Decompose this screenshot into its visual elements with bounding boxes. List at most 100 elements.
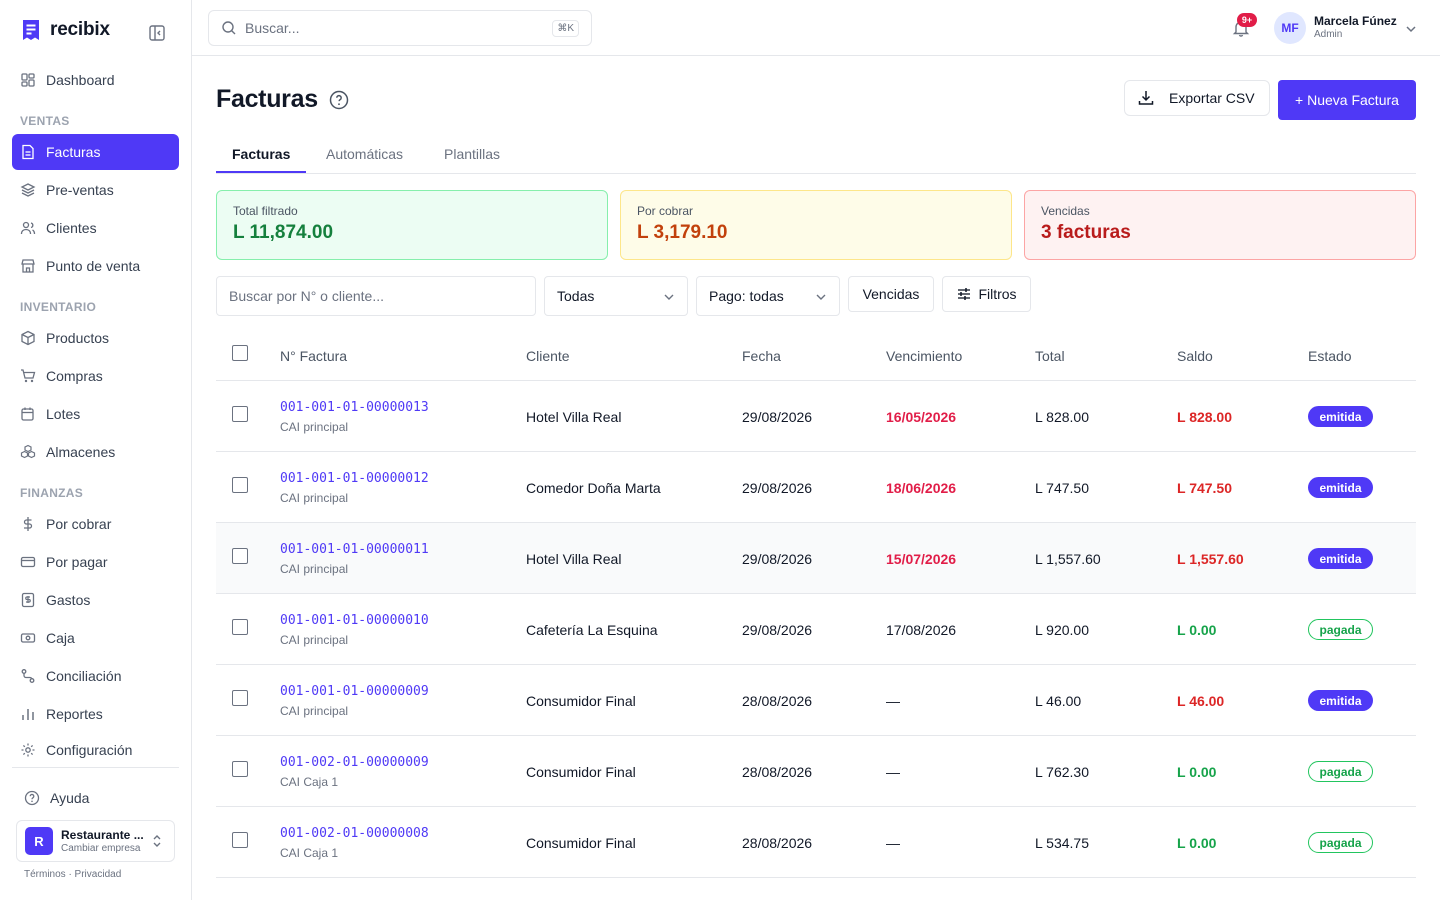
user-name[interactable]: Marcela Fúnez <box>1314 14 1397 28</box>
type-select[interactable]: Todas <box>544 276 688 316</box>
row-checkbox[interactable] <box>232 477 248 493</box>
sidebar-item-clientes[interactable]: Clientes <box>12 210 179 246</box>
stat-value: 3 facturas <box>1041 222 1131 243</box>
table-row[interactable]: 001-001-01-00000011 CAI principal Hotel … <box>216 523 1416 594</box>
sidebar-item-configuracion[interactable]: Configuración <box>12 732 179 768</box>
sidebar-item-label: Reportes <box>46 706 103 722</box>
column-header-status[interactable]: Estado <box>1308 348 1352 364</box>
active-tab-indicator <box>216 171 306 173</box>
invoice-total: L 46.00 <box>1035 693 1082 709</box>
sidebar-item-conciliacion[interactable]: Conciliación <box>12 658 179 694</box>
due-date: 18/06/2026 <box>886 480 957 496</box>
export-csv-button[interactable]: Exportar CSV <box>1124 80 1270 116</box>
sidebar-item-label: Punto de venta <box>46 258 141 274</box>
due-date: — <box>886 764 900 780</box>
more-filters-button[interactable]: Filtros <box>942 276 1031 312</box>
invoice-total: L 828.00 <box>1035 409 1089 425</box>
store-icon <box>21 259 35 273</box>
download-icon <box>1138 91 1154 105</box>
sidebar-item-label: Clientes <box>46 220 97 236</box>
stat-card-total: Total filtrado L 11,874.00 <box>216 190 608 260</box>
status-badge: emitida <box>1308 406 1373 427</box>
receipt-dollar-icon <box>21 592 35 608</box>
route-icon <box>21 669 35 683</box>
avatar[interactable]: MF <box>1274 12 1306 44</box>
help-icon[interactable] <box>329 90 349 110</box>
invoice-number-link[interactable]: 001-002-01-00000008 <box>280 826 429 841</box>
overdue-filter-button[interactable]: Vencidas <box>848 276 934 312</box>
sidebar-item-ayuda[interactable]: Ayuda <box>16 780 183 816</box>
invoice-number-link[interactable]: 001-002-01-00000009 <box>280 755 429 770</box>
column-header-total[interactable]: Total <box>1035 348 1065 364</box>
shortcut-hint: ⌘K <box>552 20 579 37</box>
sidebar-item-por-cobrar[interactable]: Por cobrar <box>12 506 179 542</box>
company-avatar: R <box>25 827 53 855</box>
tab-facturas[interactable]: Facturas <box>232 146 291 162</box>
client-name: Consumidor Final <box>526 693 636 709</box>
chevron-down-icon[interactable] <box>1404 22 1418 36</box>
sidebar-item-facturas[interactable]: Facturas <box>12 134 179 170</box>
column-header-client[interactable]: Cliente <box>526 348 570 364</box>
invoice-number-link[interactable]: 001-001-01-00000010 <box>280 613 429 628</box>
boxes-icon <box>20 444 36 459</box>
invoice-search-input[interactable]: Buscar por N° o cliente... <box>216 276 536 316</box>
row-checkbox[interactable] <box>232 761 248 777</box>
sidebar-item-label: Gastos <box>46 592 91 608</box>
global-search-input[interactable]: Buscar... ⌘K <box>208 10 592 46</box>
notification-badge: 9+ <box>1237 13 1257 27</box>
column-header-due[interactable]: Vencimiento <box>886 348 963 364</box>
table-row[interactable]: 001-001-01-00000010 CAI principal Cafete… <box>216 594 1416 665</box>
sidebar-item-dashboard[interactable]: Dashboard <box>12 62 179 98</box>
footer-links[interactable]: Términos · Privacidad <box>24 869 122 880</box>
select-all-checkbox[interactable] <box>232 345 248 361</box>
sidebar-item-preventas[interactable]: Pre-ventas <box>12 172 179 208</box>
sidebar-item-label: Caja <box>46 630 75 646</box>
invoice-total: L 534.75 <box>1035 835 1089 851</box>
sidebar-item-almacenes[interactable]: Almacenes <box>12 434 179 470</box>
sidebar-item-caja[interactable]: Caja <box>12 620 179 656</box>
status-badge: emitida <box>1308 477 1373 498</box>
bar-chart-icon <box>22 709 34 720</box>
client-name: Cafetería La Esquina <box>526 622 658 638</box>
company-switcher[interactable]: R Restaurante ... Cambiar empresa <box>16 820 175 862</box>
sidebar-item-gastos[interactable]: Gastos <box>12 582 179 618</box>
sidebar-item-pos[interactable]: Punto de venta <box>12 248 179 284</box>
payment-select[interactable]: Pago: todas <box>696 276 840 316</box>
invoice-tabs: Facturas Automáticas Plantillas <box>216 140 1416 174</box>
sidebar-divider <box>12 767 179 768</box>
table-row[interactable]: 001-001-01-00000012 CAI principal Comedo… <box>216 452 1416 523</box>
row-checkbox[interactable] <box>232 832 248 848</box>
invoice-number-link[interactable]: 001-001-01-00000012 <box>280 471 429 486</box>
sidebar-item-compras[interactable]: Compras <box>12 358 179 394</box>
invoice-number-link[interactable]: 001-001-01-00000013 <box>280 400 429 415</box>
row-checkbox[interactable] <box>232 548 248 564</box>
column-header-date[interactable]: Fecha <box>742 348 781 364</box>
row-checkbox[interactable] <box>232 619 248 635</box>
tab-automaticas[interactable]: Automáticas <box>326 146 404 162</box>
invoice-number-link[interactable]: 001-001-01-00000011 <box>280 542 429 557</box>
column-header-number[interactable]: N° Factura <box>280 348 348 364</box>
sidebar-item-lotes[interactable]: Lotes <box>12 396 179 432</box>
status-badge: pagada <box>1308 761 1373 782</box>
sidebar-item-por-pagar[interactable]: Por pagar <box>12 544 179 580</box>
tab-plantillas[interactable]: Plantillas <box>444 146 501 162</box>
brand[interactable]: recibix <box>22 18 110 42</box>
invoice-number-link[interactable]: 001-001-01-00000009 <box>280 684 429 699</box>
collapse-sidebar-icon[interactable] <box>148 24 166 42</box>
table-row[interactable]: 001-001-01-00000013 CAI principal Hotel … <box>216 381 1416 452</box>
sidebar-item-label: Configuración <box>46 742 133 758</box>
status-badge: emitida <box>1308 548 1373 569</box>
column-header-balance[interactable]: Saldo <box>1177 348 1213 364</box>
new-invoice-button[interactable]: + Nueva Factura <box>1278 80 1416 120</box>
search-placeholder: Buscar... <box>245 20 300 36</box>
client-name: Consumidor Final <box>526 764 636 780</box>
table-row[interactable]: 001-001-01-00000009 CAI principal Consum… <box>216 665 1416 736</box>
sidebar-item-productos[interactable]: Productos <box>12 320 179 356</box>
chevrons-up-down-icon <box>153 835 161 847</box>
table-row[interactable]: 001-002-01-00000008 CAI Caja 1 Consumido… <box>216 807 1416 878</box>
table-row[interactable]: 001-002-01-00000009 CAI Caja 1 Consumido… <box>216 736 1416 807</box>
row-checkbox[interactable] <box>232 406 248 422</box>
sidebar-item-label: Lotes <box>46 406 81 422</box>
sidebar-item-reportes[interactable]: Reportes <box>12 696 179 732</box>
row-checkbox[interactable] <box>232 690 248 706</box>
